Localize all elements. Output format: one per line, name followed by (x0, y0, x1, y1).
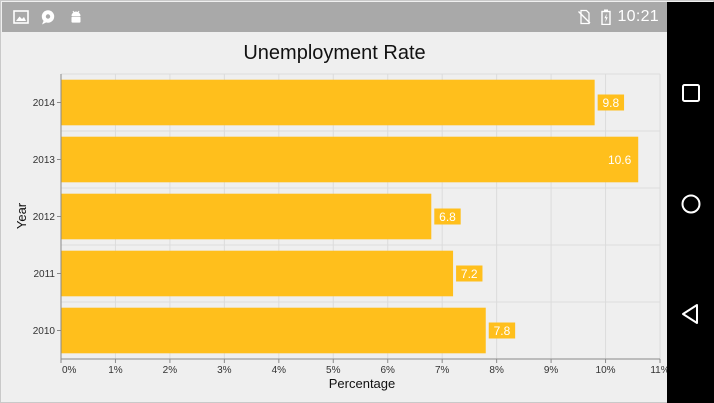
data-label-background (603, 151, 637, 168)
x-tick-label: 6% (381, 365, 396, 376)
x-tick-label: 2% (163, 365, 178, 376)
y-tick-label: 2011 (33, 269, 55, 280)
x-axis-title: Percentage (329, 376, 396, 391)
status-bar: 10:21 (2, 2, 667, 32)
no-sim-icon (578, 9, 591, 25)
battery-icon (601, 9, 611, 25)
bar (61, 250, 454, 297)
x-tick-label: 11% (650, 365, 667, 376)
x-tick-label: 10% (596, 365, 616, 376)
x-tick-label: 8% (489, 365, 504, 376)
data-label: 7.8 (494, 324, 511, 338)
y-axis-title: Year (14, 202, 29, 229)
x-tick-label: 5% (326, 365, 341, 376)
axis-layer: 0% 1% 2% 3% 4% 5% 6% 7% 8% 9% 10% 11% 2010 2011 2012 20… (33, 74, 667, 376)
back-triangle-icon[interactable] (677, 300, 705, 328)
app-screen: 10:21 Unemployment Rate 7.8 7.2 6.8 10.6 9.8… (2, 2, 667, 402)
x-tick-label: 4% (272, 365, 287, 376)
x-tick-label: 9% (544, 365, 559, 376)
image-icon (13, 10, 29, 24)
data-label: 7.2 (461, 267, 478, 281)
bar (61, 193, 432, 240)
bar (61, 79, 595, 126)
y-tick-label: 2010 (33, 326, 56, 337)
y-tick-label: 2013 (33, 155, 56, 166)
bar (61, 307, 486, 354)
data-label: 6.8 (439, 210, 456, 224)
x-tick-label: 7% (435, 365, 450, 376)
android-icon (71, 10, 81, 23)
x-tick-label: 0% (62, 365, 77, 376)
navigation-bar (667, 2, 714, 403)
data-label-background (488, 322, 516, 339)
y-tick-label: 2014 (33, 98, 56, 109)
x-tick-label: 1% (108, 365, 123, 376)
y-tick-label: 2012 (33, 212, 56, 223)
x-tick-label: 3% (217, 365, 232, 376)
data-label: 9.8 (603, 96, 620, 110)
data-label-background (456, 265, 483, 282)
bar-chart: 7.8 7.2 6.8 10.6 9.8 0% 1% 2% 3% 4% 5% 6% 7% 8% 9% 10%… (14, 73, 667, 391)
status-time: 10:21 (617, 8, 659, 25)
chat-icon (41, 10, 55, 25)
data-label-background (434, 208, 461, 225)
home-circle-icon[interactable] (677, 190, 705, 218)
chart-title: Unemployment Rate (243, 42, 426, 64)
bar (61, 136, 639, 183)
data-label-background (597, 94, 625, 111)
recents-square-icon[interactable] (677, 79, 705, 107)
bar-layer: 7.8 7.2 6.8 10.6 9.8 (61, 79, 639, 354)
data-label: 10.6 (608, 153, 632, 167)
